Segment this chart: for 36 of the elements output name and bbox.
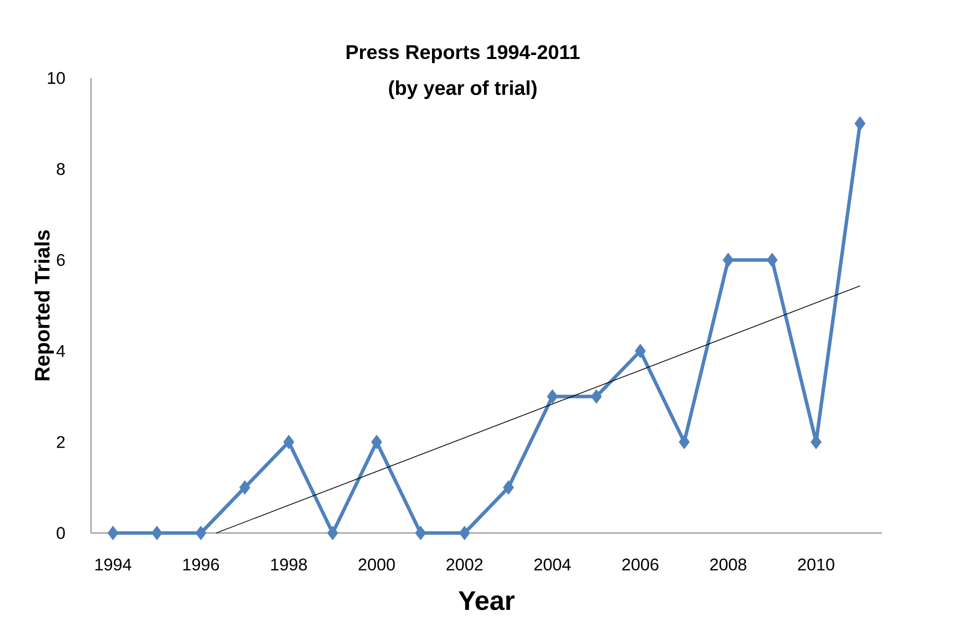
x-tick-label: 2006 bbox=[622, 558, 658, 571]
point bbox=[546, 389, 558, 404]
point bbox=[678, 434, 690, 450]
x-tick-label: 2010 bbox=[798, 558, 834, 571]
x-tick-label: 1996 bbox=[183, 558, 219, 571]
y-tick-label: 10 bbox=[48, 72, 65, 84]
point bbox=[459, 526, 470, 540]
x-tick-label: 2002 bbox=[446, 558, 483, 571]
point bbox=[371, 434, 382, 450]
y-tick-label: 0 bbox=[56, 527, 65, 539]
y-axis-title: Reported Trials bbox=[34, 230, 54, 380]
x-axis-title: Year bbox=[458, 591, 515, 610]
y-tick-label: 6 bbox=[56, 254, 65, 266]
point bbox=[502, 480, 514, 495]
point bbox=[766, 252, 778, 268]
y-tick-label: 2 bbox=[56, 436, 65, 448]
chart-subtitle: (by year of trial) bbox=[389, 80, 536, 99]
x-tick-label: 2000 bbox=[358, 558, 395, 571]
chart-title: Press Reports 1994-2011 bbox=[346, 45, 580, 64]
point bbox=[107, 526, 118, 540]
point bbox=[722, 252, 734, 268]
x-tick-label: 1998 bbox=[271, 558, 307, 571]
y-tick-label: 4 bbox=[56, 345, 65, 357]
point bbox=[854, 116, 866, 131]
point bbox=[283, 434, 294, 450]
point bbox=[151, 526, 162, 540]
point bbox=[415, 526, 426, 540]
x-tick-label: 1994 bbox=[95, 558, 132, 571]
x-tick-label: 2008 bbox=[710, 558, 746, 571]
point bbox=[327, 526, 338, 540]
point bbox=[634, 344, 646, 358]
point bbox=[239, 480, 250, 495]
point bbox=[590, 389, 602, 404]
y-tick-label: 8 bbox=[56, 162, 65, 175]
x-tick-label: 2004 bbox=[534, 558, 571, 571]
point bbox=[195, 526, 206, 540]
